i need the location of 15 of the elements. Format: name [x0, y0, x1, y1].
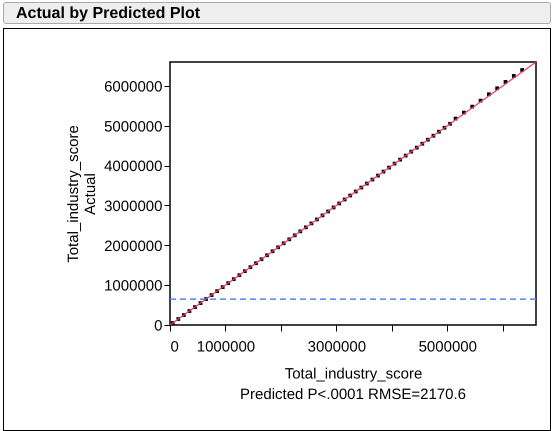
y-tick-label: 3000000	[104, 198, 162, 215]
y-tick-label: 5000000	[104, 118, 162, 136]
y-axis-title: Total_industry_score Actual	[65, 125, 100, 263]
y-tick-label: 0	[154, 318, 162, 334]
text: Predicted P<.0001 RMSE=2170.6	[240, 386, 466, 403]
y-tick-label: 4000000	[104, 158, 162, 176]
x-tick-label: 1000000	[196, 338, 256, 356]
y-tick-label: 2000000	[104, 238, 162, 255]
y-tick-label: 6000000	[104, 78, 162, 96]
x-tick-label: 5000000	[418, 338, 477, 356]
x-tick-label: 0	[170, 338, 179, 356]
chart-title: Actual by Predicted Plot	[3, 2, 551, 24]
x-axis-title: Total_industry_score	[284, 366, 422, 382]
y-tick-label: 1000000	[104, 278, 162, 295]
x-tick-label: 3000000	[308, 338, 366, 356]
